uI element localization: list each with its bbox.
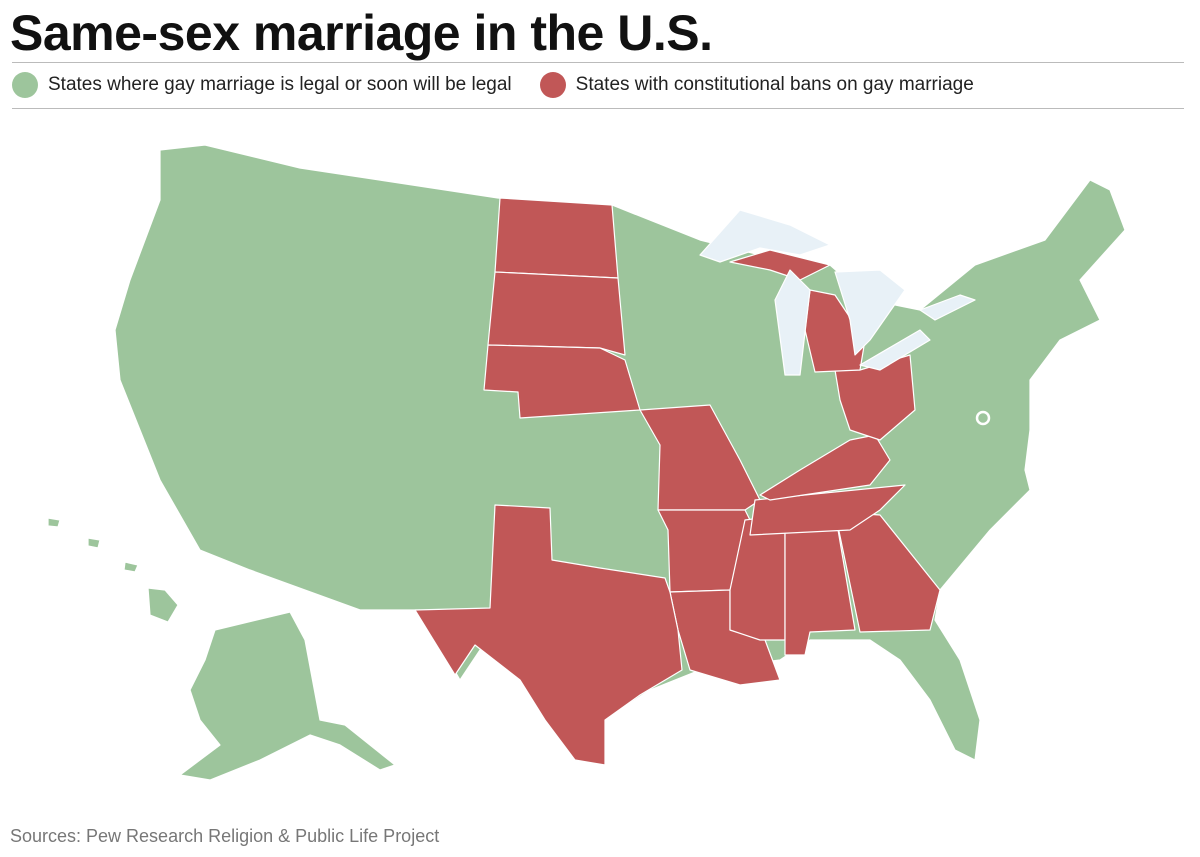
ban-states	[414, 197, 941, 766]
state	[494, 197, 619, 279]
lake	[699, 209, 831, 263]
hawaii	[47, 517, 61, 528]
legend: States where gay marriage is legal or so…	[12, 72, 974, 98]
title: Same-sex marriage in the U.S.	[10, 5, 713, 61]
state	[759, 434, 891, 501]
great-lakes	[699, 209, 976, 376]
dc-marker	[975, 410, 991, 426]
state	[639, 404, 761, 511]
lake	[774, 269, 811, 376]
legend-label: States where gay marriage is legal or so…	[48, 74, 512, 95]
state	[414, 504, 683, 766]
state	[483, 344, 641, 419]
alaska	[179, 611, 396, 781]
legend-label: States with constitutional bans on gay m…	[575, 74, 974, 95]
legend-swatch	[539, 72, 566, 98]
hawaii	[147, 587, 179, 623]
lake	[859, 329, 931, 371]
hawaii	[123, 561, 139, 573]
lake	[834, 269, 906, 356]
source: Sources: Pew Research Religion & Public …	[10, 826, 440, 846]
hawaii	[87, 537, 101, 549]
rule	[12, 108, 1184, 109]
state	[729, 249, 831, 281]
legend-swatch	[12, 72, 38, 98]
lake	[919, 294, 976, 321]
rule	[12, 62, 1184, 63]
legend-item: States where gay marriage is legal or so…	[12, 72, 512, 98]
state	[487, 271, 626, 356]
legend-item: States with constitutional bans on gay m…	[539, 72, 974, 98]
